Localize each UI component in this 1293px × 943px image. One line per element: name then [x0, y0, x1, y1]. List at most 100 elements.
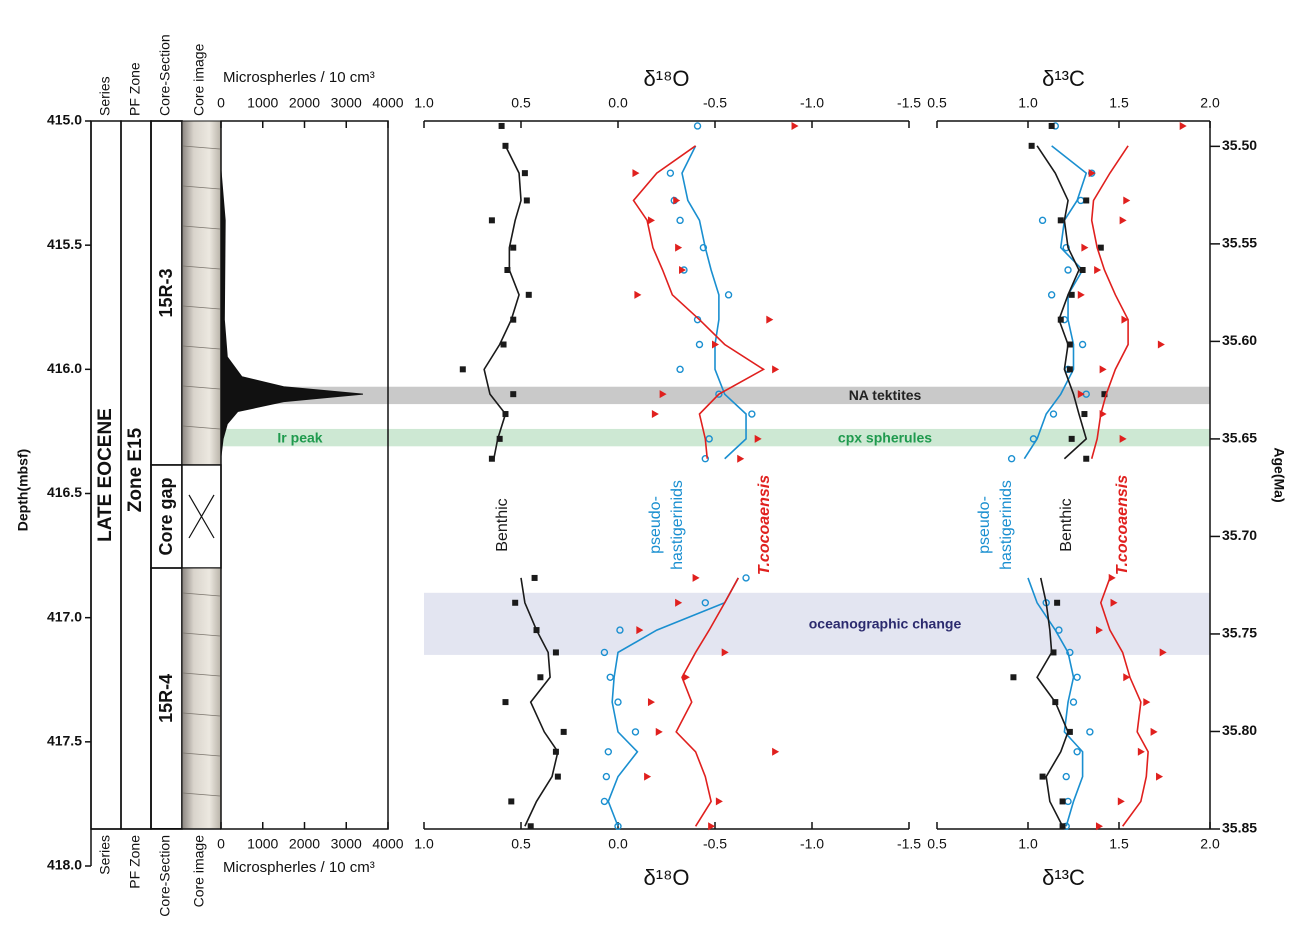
series-label: hastigerinids	[669, 480, 686, 570]
point	[1064, 266, 1072, 274]
point	[772, 365, 780, 374]
point	[1068, 435, 1075, 442]
point	[1157, 340, 1165, 349]
x-tick-label: 3000	[331, 836, 362, 852]
core-crack	[182, 592, 221, 597]
core-section-label: 15R-3	[156, 268, 176, 317]
x-tick-label: 1000	[247, 95, 278, 111]
band	[221, 428, 1210, 447]
x-tick-label: 3000	[331, 95, 362, 111]
age-axis-title: Age(Ma)	[1271, 447, 1287, 502]
point	[1064, 797, 1072, 806]
age-tick-label: 35.50	[1222, 137, 1257, 153]
panel-title: Microspherles / 10 cm³	[223, 859, 375, 876]
point	[651, 410, 659, 419]
point	[1156, 772, 1164, 781]
point	[1073, 748, 1081, 756]
point	[1038, 216, 1047, 225]
core-image	[181, 120, 222, 466]
x-tick-label: 2000	[289, 95, 320, 111]
depth-tick-label: 417.0	[47, 608, 82, 624]
point	[1099, 410, 1107, 419]
point	[737, 454, 745, 463]
x-tick-label: -0.5	[703, 95, 727, 111]
point	[701, 599, 709, 607]
series-label: hastigerinids	[998, 480, 1015, 570]
point	[527, 823, 534, 830]
point	[675, 598, 683, 607]
point	[1028, 142, 1035, 149]
column-header: Core image	[191, 43, 207, 116]
band-label: cpx spherules	[838, 429, 932, 445]
point	[1079, 267, 1086, 273]
point	[1029, 435, 1038, 443]
bands-layer	[221, 386, 1210, 655]
trend-line	[607, 145, 747, 827]
x-tick-label: 1.5	[1109, 836, 1129, 852]
x-tick-label: 2.0	[1200, 95, 1220, 111]
column-footer: Core image	[191, 835, 207, 908]
point	[614, 698, 622, 706]
point	[459, 366, 466, 373]
point	[1077, 196, 1085, 205]
point	[1123, 196, 1131, 205]
panel-title: δ¹³C	[1042, 865, 1085, 890]
age-tick-label: 35.85	[1222, 820, 1257, 836]
point	[1047, 291, 1056, 299]
core-crack	[182, 792, 221, 797]
point	[705, 435, 713, 443]
point	[510, 391, 517, 398]
point	[666, 169, 675, 177]
point	[715, 797, 723, 806]
trend-line	[632, 145, 766, 827]
point	[679, 266, 687, 274]
series-label: pseudo-	[976, 496, 993, 554]
point	[512, 599, 519, 606]
x-tick-label: -1.0	[800, 95, 824, 111]
point	[693, 122, 702, 130]
x-tick-label: -0.5	[703, 836, 727, 852]
point	[1083, 197, 1090, 204]
point	[502, 699, 509, 706]
trend-line	[1090, 145, 1149, 827]
point	[1077, 390, 1085, 399]
series-label: Benthic	[494, 498, 511, 551]
point	[552, 649, 559, 656]
point	[1108, 573, 1116, 582]
age-tick-label: 35.75	[1222, 625, 1257, 641]
series-label: T.cocoaensis	[1114, 475, 1131, 575]
point	[682, 673, 690, 682]
column-footer: Series	[97, 835, 113, 875]
age-tick-label: 35.65	[1222, 430, 1257, 446]
age-tick-label: 35.55	[1222, 235, 1257, 251]
panel-frame	[220, 120, 389, 830]
band-label: oceanographic change	[809, 616, 962, 632]
point	[695, 340, 704, 349]
point	[721, 648, 729, 657]
point	[772, 747, 780, 756]
point	[647, 216, 655, 225]
point	[647, 698, 655, 707]
x-tick-label: -1.5	[897, 95, 921, 111]
point	[1119, 216, 1127, 225]
point	[1081, 411, 1088, 418]
x-tick-label: 4000	[372, 95, 403, 111]
point	[712, 340, 719, 349]
point	[1059, 798, 1066, 805]
panel-title: δ¹³C	[1042, 66, 1085, 91]
series-label: pseudo-	[647, 496, 664, 554]
x-tick-label: 0.5	[927, 95, 947, 111]
point	[1095, 626, 1103, 635]
x-tick-label: 0	[217, 95, 225, 111]
core-crack	[182, 385, 221, 390]
core-crack	[182, 225, 221, 230]
point	[715, 390, 723, 398]
point	[1137, 747, 1145, 756]
depth-tick-label: 416.5	[47, 484, 82, 500]
pf-zone-label: Zone E15	[125, 427, 146, 512]
point	[510, 244, 517, 251]
point	[699, 243, 708, 252]
point	[525, 291, 532, 298]
age-tick-label: 35.70	[1222, 527, 1257, 543]
